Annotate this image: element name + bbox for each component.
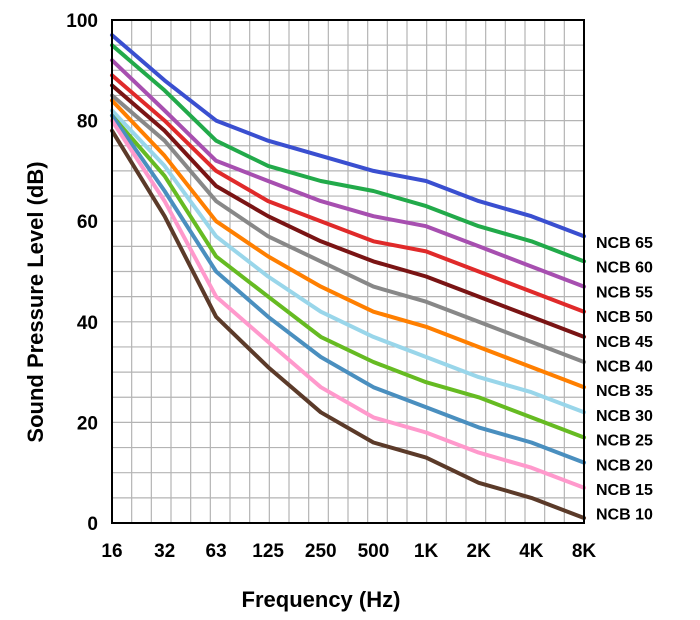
x-tick-label: 500 bbox=[358, 541, 390, 562]
y-tick-label: 40 bbox=[77, 313, 98, 334]
series-line-ncb-30 bbox=[110, 108, 586, 415]
series-label-ncb-60: NCB 60 bbox=[596, 260, 653, 277]
x-tick-labels: 16 32 63 125 250 500 1K 2K 4K 8K bbox=[101, 541, 596, 562]
y-tick-label: 80 bbox=[77, 112, 98, 133]
series-line-ncb-35 bbox=[110, 98, 586, 390]
series-line-ncb-50 bbox=[110, 73, 586, 314]
series-label-ncb-45: NCB 45 bbox=[596, 334, 653, 351]
series-line-ncb-60 bbox=[110, 43, 586, 264]
x-axis-title: Frequency (Hz) bbox=[242, 587, 401, 612]
series-line-ncb-65 bbox=[110, 33, 586, 239]
y-tick-labels: 0 20 40 60 80 100 bbox=[66, 11, 98, 535]
series-label-ncb-15: NCB 15 bbox=[596, 482, 653, 499]
series-label-ncb-50: NCB 50 bbox=[596, 309, 653, 326]
y-tick-label: 100 bbox=[66, 11, 98, 32]
series-line-ncb-45 bbox=[110, 83, 586, 339]
series-line-ncb-55 bbox=[110, 58, 586, 289]
plot-frame bbox=[111, 19, 585, 524]
x-tick-label: 125 bbox=[252, 541, 284, 562]
y-axis-title: Sound Pressure Level (dB) bbox=[23, 161, 48, 442]
x-tick-label: 2K bbox=[467, 541, 492, 562]
x-tick-label: 32 bbox=[154, 541, 175, 562]
series-label-ncb-55: NCB 55 bbox=[596, 284, 653, 301]
series-label-ncb-20: NCB 20 bbox=[596, 457, 653, 474]
y-tick-label: 0 bbox=[87, 514, 98, 535]
series-lines bbox=[110, 33, 586, 520]
x-tick-label: 1K bbox=[414, 541, 439, 562]
x-tick-label: 250 bbox=[305, 541, 337, 562]
series-label-ncb-25: NCB 25 bbox=[596, 433, 653, 450]
series-line-ncb-40 bbox=[110, 93, 586, 364]
x-tick-label: 4K bbox=[519, 541, 544, 562]
series-line-ncb-15 bbox=[110, 118, 586, 490]
series-label-ncb-10: NCB 10 bbox=[596, 507, 653, 524]
series-label-ncb-35: NCB 35 bbox=[596, 383, 653, 400]
y-tick-label: 20 bbox=[77, 413, 98, 434]
series-labels: NCB 65 NCB 60 NCB 55 NCB 50 NCB 45 NCB 40 NCB … bbox=[596, 235, 653, 524]
series-label-ncb-30: NCB 30 bbox=[596, 408, 653, 425]
x-tick-label: 8K bbox=[572, 541, 597, 562]
series-line-ncb-25 bbox=[110, 113, 586, 440]
y-tick-label: 60 bbox=[77, 212, 98, 233]
x-tick-label: 63 bbox=[206, 541, 227, 562]
series-line-ncb-20 bbox=[110, 113, 586, 465]
series-label-ncb-65: NCB 65 bbox=[596, 235, 653, 252]
series-line-ncb-10 bbox=[110, 128, 586, 520]
x-tick-label: 16 bbox=[101, 541, 122, 562]
series-label-ncb-40: NCB 40 bbox=[596, 359, 653, 376]
